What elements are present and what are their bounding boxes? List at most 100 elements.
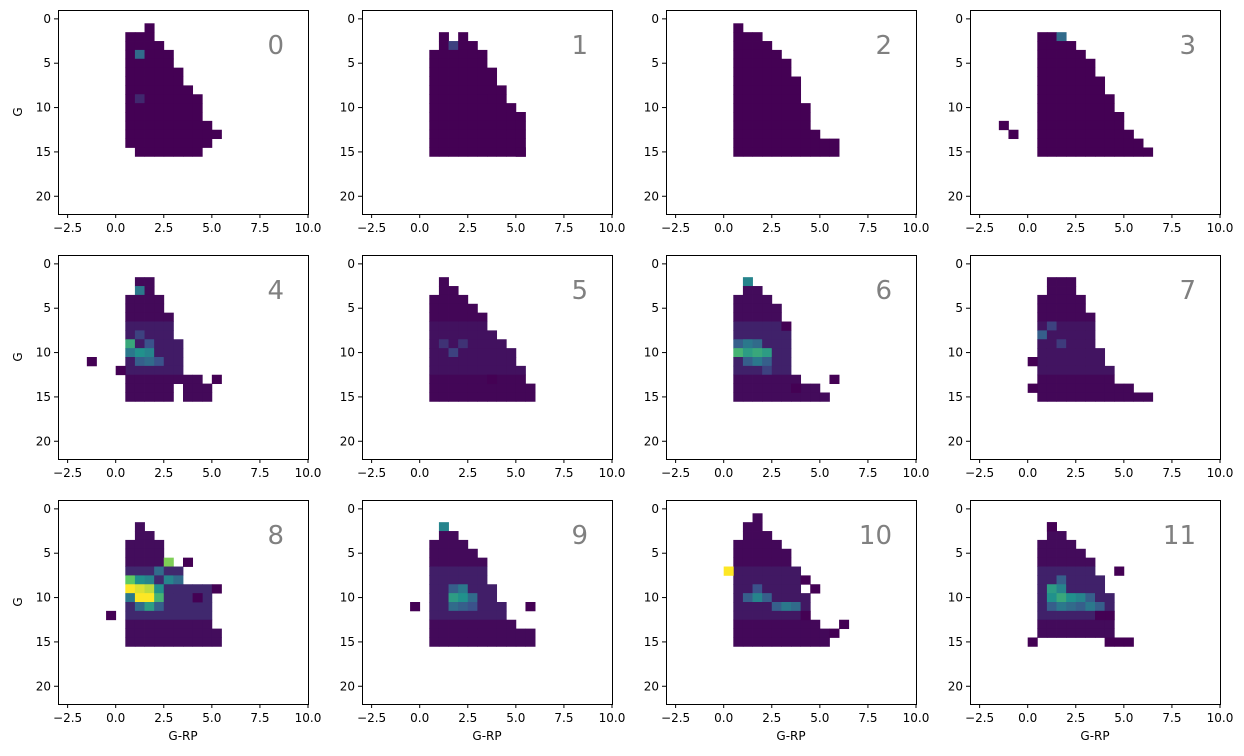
histogram-cell [202,584,213,594]
histogram-cell [1114,566,1125,576]
histogram-cell [1075,548,1086,559]
histogram-cell [477,147,488,157]
histogram-cell [515,637,526,647]
histogram-cell [125,619,136,630]
histogram-cell [202,383,213,393]
histogram-cell [1085,312,1096,322]
histogram-cell [771,610,782,621]
x-tick-label: 10.0 [1207,466,1234,480]
histogram-cell [1075,112,1086,122]
histogram-cell [429,120,440,131]
histogram-cell [467,365,478,376]
histogram-cell [800,138,811,148]
histogram-cell [752,32,763,42]
histogram-cell [134,374,145,385]
histogram-cell [496,383,507,393]
histogram-cell [144,286,155,296]
histogram-cell [477,383,488,393]
histogram-cell [125,557,136,567]
histogram-cell [1037,539,1048,550]
histogram-cell [1095,94,1106,104]
histogram-cell [134,32,145,42]
histogram-cell [1104,619,1115,630]
y-axis: 0 5 10 15 20 [644,502,666,693]
histogram-cell [467,67,478,77]
histogram-cell [163,49,174,60]
histogram-cell [154,539,165,550]
histogram-cells [1027,522,1134,647]
histogram-cell [1056,602,1067,612]
histogram-cell [202,138,213,148]
histogram-cell [781,147,792,157]
histogram-cell [438,365,449,376]
histogram-cell [467,548,478,559]
histogram-cell [458,539,469,550]
histogram-cell [781,103,792,113]
histogram-cell [1037,339,1048,349]
y-tick-label: 15 [36,145,51,159]
histogram-cell [1056,610,1067,621]
histogram-cell [448,49,459,60]
histogram-cell [467,357,478,367]
histogram-cell [192,112,203,122]
histogram-cell [438,321,449,331]
histogram-cell [134,147,145,157]
y-tick-label: 15 [644,635,659,649]
histogram-cell [1056,557,1067,567]
histogram-cell [163,628,174,638]
histogram-cell [487,147,498,157]
histogram-cell [1143,392,1154,402]
x-tick-label: 2.5 [762,711,781,725]
histogram-cell [1056,628,1067,638]
y-tick-label: 10 [340,591,355,605]
histogram-cell [1075,303,1086,314]
histogram-cell [467,330,478,340]
histogram-cell [742,610,753,621]
histogram-cell [1046,321,1057,331]
histogram-cell [1085,383,1096,393]
histogram-cell [1056,286,1067,296]
histogram-cell [429,147,440,157]
x-tick-label: 2.5 [1066,466,1085,480]
histogram-cell [125,628,136,638]
histogram-cell [800,610,811,621]
x-tick-label: 7.5 [250,221,269,235]
histogram-cell [742,628,753,638]
histogram-cell [125,637,136,647]
histogram-cell [781,383,792,393]
histogram-cell [733,357,744,367]
axes-frame [362,255,613,460]
histogram-cell [448,531,459,541]
histogram-cell [429,593,440,603]
histogram-cell [477,357,488,367]
histogram-cell [752,392,763,402]
y-tick-label: 0 [43,502,51,516]
histogram-cell [458,357,469,367]
histogram-cell [458,575,469,585]
histogram-cell [163,76,174,86]
histogram-cell [458,593,469,603]
histogram-cell [1056,392,1067,402]
histogram-cell [1066,49,1077,60]
x-tick-label: 10.0 [903,466,930,480]
histogram-cell [192,610,203,621]
histogram-cell [506,129,517,140]
histogram-cell [1046,357,1057,367]
histogram-cell [448,610,459,621]
axes-frame [58,10,309,215]
histogram-cell [762,103,773,113]
histogram-cell [506,120,517,131]
histogram-cell [183,374,194,385]
histogram-cell [1095,628,1106,638]
histogram-cell [467,575,478,585]
histogram-cell [742,602,753,612]
histogram-cell [163,365,174,376]
histogram-cell [1046,120,1057,131]
histogram-cell [134,584,145,594]
histogram-cell [192,392,203,402]
histogram-cell [781,619,792,630]
histogram-cell [733,637,744,647]
x-tick-label: 2.5 [458,466,477,480]
histogram-cell [733,628,744,638]
histogram-cell [1075,557,1086,567]
